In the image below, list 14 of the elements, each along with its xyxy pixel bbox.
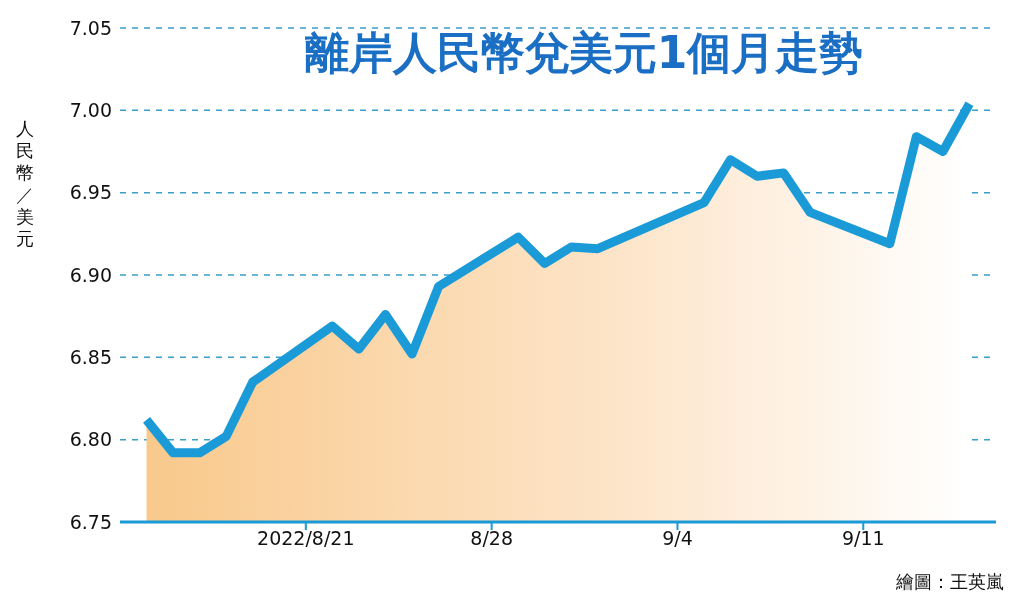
y-tick-label: 6.85 xyxy=(69,346,112,369)
chart-title: 離岸人民幣兌美元1個月走勢 xyxy=(303,26,865,80)
y-axis-title: 人民幣／美元 xyxy=(15,118,35,250)
y-tick-label: 6.90 xyxy=(69,263,112,286)
y-tick-label: 7.00 xyxy=(69,99,112,122)
x-tick-label: 8/28 xyxy=(470,527,513,550)
text: 繪圖：王英嵐 xyxy=(896,570,1004,594)
y-tick-label: 7.05 xyxy=(69,16,112,39)
y-tick-label: 6.95 xyxy=(69,181,112,204)
x-tick-label: 9/11 xyxy=(841,527,885,550)
y-tick-label: 6.75 xyxy=(69,510,112,533)
x-tick-label: 2022/8/21 xyxy=(257,527,355,550)
x-tick-label: 9/4 xyxy=(662,527,693,550)
y-tick-label: 6.80 xyxy=(69,428,112,451)
